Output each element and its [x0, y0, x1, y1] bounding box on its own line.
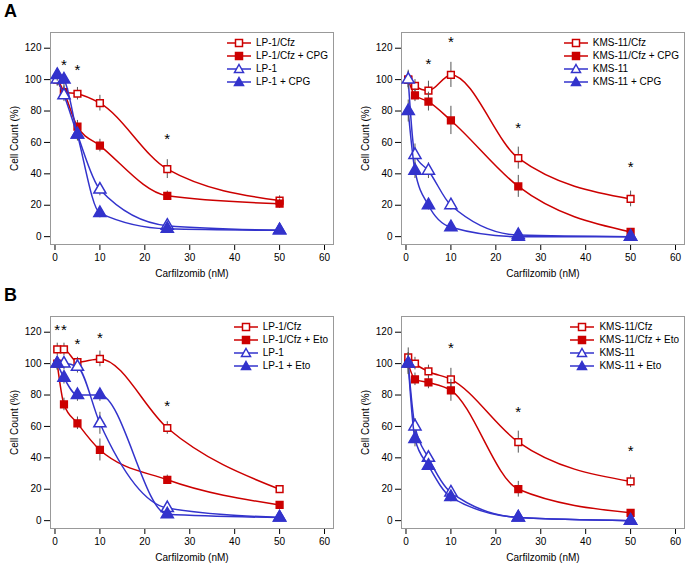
svg-text:100: 100 [25, 74, 42, 85]
svg-text:120: 120 [376, 326, 393, 337]
svg-text:20: 20 [30, 483, 42, 494]
svg-text:30: 30 [184, 252, 196, 263]
svg-text:60: 60 [30, 421, 42, 432]
svg-text:120: 120 [25, 326, 42, 337]
html-text:A: A [4, 1, 17, 21]
html-text:KMS-11/Cfz: KMS-11/Cfz [599, 321, 653, 332]
svg-text:10: 10 [445, 536, 457, 547]
svg-text:40: 40 [580, 536, 592, 547]
svg-text:*: * [448, 33, 454, 50]
svg-text:Cell Count (%): Cell Count (%) [360, 106, 371, 171]
svg-text:*: * [448, 339, 454, 356]
svg-text:*: * [426, 55, 432, 72]
svg-text:80: 80 [381, 105, 393, 116]
svg-text:Carfilzomib (nM): Carfilzomib (nM) [155, 552, 228, 563]
svg-text:120: 120 [25, 42, 42, 53]
svg-text:20: 20 [139, 252, 151, 263]
svg-text:40: 40 [381, 452, 393, 463]
html-text:KMS-11 + CPG: KMS-11 + CPG [592, 76, 662, 87]
html-text:KMS-11: KMS-11 [592, 63, 629, 74]
svg-text:10: 10 [94, 252, 106, 263]
svg-text:Carfilzomib (nM): Carfilzomib (nM) [506, 552, 579, 563]
svg-text:40: 40 [580, 252, 592, 263]
svg-text:50: 50 [274, 252, 286, 263]
svg-text:50: 50 [625, 536, 637, 547]
svg-text:0: 0 [387, 231, 393, 242]
svg-text:60: 60 [381, 137, 393, 148]
svg-text:Cell Count (%): Cell Count (%) [9, 106, 20, 171]
svg-text:0: 0 [52, 252, 58, 263]
svg-text:*: * [164, 397, 170, 414]
svg-text:20: 20 [490, 536, 502, 547]
svg-text:0: 0 [387, 515, 393, 526]
svg-text:20: 20 [490, 252, 502, 263]
html-text:KMS-11/Cfz + Eto: KMS-11/Cfz + Eto [599, 334, 679, 345]
svg-text:Carfilzomib (nM): Carfilzomib (nM) [155, 268, 228, 279]
svg-text:*: * [628, 442, 634, 459]
svg-text:60: 60 [670, 536, 682, 547]
svg-text:10: 10 [94, 536, 106, 547]
svg-text:*: * [628, 158, 634, 175]
svg-text:20: 20 [381, 483, 393, 494]
svg-text:0: 0 [403, 536, 409, 547]
svg-text:20: 20 [30, 199, 42, 210]
svg-text:50: 50 [274, 536, 286, 547]
svg-text:0: 0 [403, 252, 409, 263]
html-text:KMS-11 + Eto: KMS-11 + Eto [599, 360, 662, 371]
html-text:LP-1: LP-1 [256, 63, 278, 74]
svg-text:100: 100 [376, 358, 393, 369]
svg-text:*: * [164, 130, 170, 147]
html-text:LP-1/Cfz + CPG: LP-1/Cfz + CPG [256, 50, 328, 61]
html-text:LP-1 + CPG: LP-1 + CPG [256, 76, 311, 87]
svg-text:60: 60 [319, 252, 331, 263]
svg-text:*: * [515, 119, 521, 136]
svg-text:30: 30 [184, 536, 196, 547]
html-text:KMS-11: KMS-11 [599, 347, 635, 358]
svg-text:20: 20 [381, 199, 393, 210]
html-text:LP-1 + Eto: LP-1 + Eto [262, 360, 311, 371]
html-text:B: B [4, 285, 17, 305]
svg-text:Carfilzomib (nM): Carfilzomib (nM) [506, 268, 579, 279]
svg-text:40: 40 [30, 168, 42, 179]
svg-text:40: 40 [229, 536, 241, 547]
svg-text:0: 0 [36, 515, 42, 526]
svg-text:Cell Count (%): Cell Count (%) [360, 390, 371, 455]
svg-text:80: 80 [381, 389, 393, 400]
svg-text:80: 80 [30, 389, 42, 400]
svg-text:100: 100 [376, 74, 393, 85]
svg-text:40: 40 [30, 452, 42, 463]
svg-text:*: * [54, 321, 60, 338]
svg-text:120: 120 [376, 42, 393, 53]
svg-text:10: 10 [445, 252, 457, 263]
svg-text:60: 60 [30, 137, 42, 148]
html-text:LP-1: LP-1 [262, 347, 284, 358]
svg-text:*: * [75, 335, 81, 352]
svg-text:*: * [61, 56, 67, 73]
svg-text:40: 40 [229, 252, 241, 263]
svg-text:20: 20 [139, 536, 151, 547]
html-text:KMS-11/Cfz + CPG: KMS-11/Cfz + CPG [592, 50, 679, 61]
svg-text:*: * [61, 321, 67, 338]
svg-text:*: * [515, 403, 521, 420]
html-text:LP-1/Cfz + Eto: LP-1/Cfz + Eto [262, 334, 328, 345]
svg-text:*: * [97, 329, 103, 346]
html-text:KMS-11/Cfz: KMS-11/Cfz [592, 37, 646, 48]
svg-text:Cell Count (%): Cell Count (%) [9, 390, 20, 455]
html-text:LP-1/Cfz: LP-1/Cfz [256, 37, 295, 48]
svg-text:*: * [75, 61, 81, 78]
svg-text:30: 30 [535, 252, 547, 263]
svg-text:0: 0 [36, 231, 42, 242]
svg-text:30: 30 [535, 536, 547, 547]
svg-text:60: 60 [319, 536, 331, 547]
svg-text:100: 100 [25, 358, 42, 369]
svg-text:60: 60 [670, 252, 682, 263]
html-text:LP-1/Cfz: LP-1/Cfz [262, 321, 302, 332]
svg-text:80: 80 [30, 105, 42, 116]
svg-text:0: 0 [52, 536, 58, 547]
svg-text:60: 60 [381, 421, 393, 432]
svg-text:50: 50 [625, 252, 637, 263]
svg-text:40: 40 [381, 168, 393, 179]
